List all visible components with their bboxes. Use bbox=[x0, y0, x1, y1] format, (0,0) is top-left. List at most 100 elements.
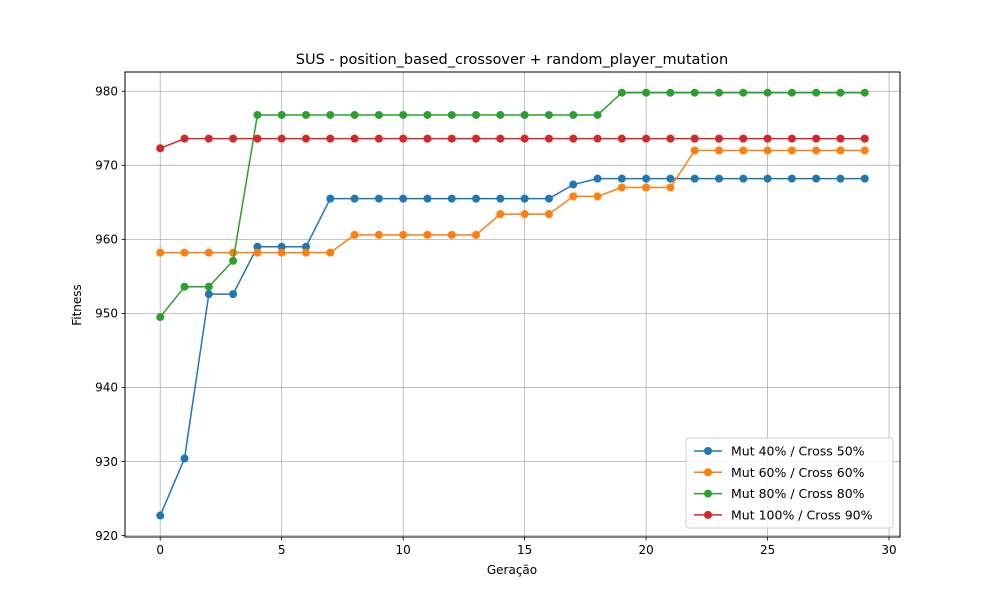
y-axis-label: Fitness bbox=[70, 284, 84, 326]
data-point bbox=[860, 146, 869, 155]
data-point bbox=[593, 192, 602, 201]
data-point bbox=[666, 134, 675, 143]
data-point bbox=[350, 194, 359, 203]
data-point bbox=[544, 110, 553, 119]
plot-frame bbox=[124, 71, 901, 538]
data-point bbox=[399, 194, 408, 203]
data-point bbox=[277, 110, 286, 119]
y-tick-label: 920 bbox=[95, 529, 118, 543]
series-4 bbox=[156, 134, 869, 153]
legend-item: Mut 80% / Cross 80% bbox=[694, 486, 865, 501]
x-axis-label: Geração bbox=[487, 563, 537, 577]
data-point bbox=[204, 282, 213, 291]
data-point bbox=[569, 110, 578, 119]
legend-item: Mut 40% / Cross 50% bbox=[694, 444, 865, 459]
data-point bbox=[447, 134, 456, 143]
data-point bbox=[496, 194, 505, 203]
data-point bbox=[180, 248, 189, 257]
data-point bbox=[763, 174, 772, 183]
data-point bbox=[156, 248, 165, 257]
data-point bbox=[423, 134, 432, 143]
legend-item: Mut 100% / Cross 90% bbox=[694, 507, 873, 522]
series-2 bbox=[156, 146, 869, 257]
data-point bbox=[787, 134, 796, 143]
legend-label: Mut 60% / Cross 60% bbox=[731, 465, 865, 480]
data-point bbox=[787, 88, 796, 97]
data-point bbox=[787, 146, 796, 155]
series-lines bbox=[156, 88, 869, 520]
data-point bbox=[520, 210, 529, 219]
data-point bbox=[520, 134, 529, 143]
data-point bbox=[229, 248, 238, 257]
data-point bbox=[812, 146, 821, 155]
series-line bbox=[159, 177, 865, 516]
data-point bbox=[253, 134, 262, 143]
data-point bbox=[593, 174, 602, 183]
data-point bbox=[423, 110, 432, 119]
data-point bbox=[302, 248, 310, 257]
data-point bbox=[229, 290, 238, 299]
data-point bbox=[593, 110, 602, 119]
data-point bbox=[326, 110, 335, 119]
data-point bbox=[715, 134, 723, 143]
data-point bbox=[739, 88, 748, 97]
data-point bbox=[156, 313, 165, 322]
y-tick-label: 980 bbox=[95, 85, 118, 99]
data-point bbox=[569, 180, 578, 189]
data-point bbox=[739, 174, 748, 183]
data-point bbox=[472, 230, 481, 239]
y-tick-label: 940 bbox=[95, 381, 118, 395]
data-point bbox=[302, 110, 310, 119]
series-line bbox=[160, 149, 865, 254]
data-point bbox=[860, 134, 869, 143]
data-point bbox=[642, 174, 651, 183]
data-point bbox=[472, 194, 481, 203]
data-point bbox=[326, 248, 335, 257]
legend-marker bbox=[704, 510, 712, 519]
data-point bbox=[472, 110, 481, 119]
data-point bbox=[812, 174, 821, 183]
data-point bbox=[326, 194, 335, 203]
data-point bbox=[836, 88, 845, 97]
data-point bbox=[302, 242, 310, 251]
x-tick-label: 30 bbox=[881, 543, 896, 557]
data-point bbox=[666, 183, 675, 192]
data-point bbox=[544, 134, 553, 143]
legend-label: Mut 100% / Cross 90% bbox=[731, 507, 873, 522]
data-point bbox=[787, 174, 796, 183]
series-1 bbox=[156, 174, 869, 520]
data-point bbox=[836, 174, 845, 183]
data-point bbox=[423, 194, 432, 203]
data-point bbox=[253, 110, 262, 119]
data-point bbox=[496, 134, 505, 143]
data-point bbox=[690, 88, 699, 97]
x-tick-label: 25 bbox=[760, 543, 775, 557]
data-point bbox=[229, 256, 238, 265]
data-point bbox=[666, 174, 675, 183]
x-tick-label: 20 bbox=[638, 543, 653, 557]
data-point bbox=[374, 194, 383, 203]
data-point bbox=[690, 146, 699, 155]
data-point bbox=[617, 134, 626, 143]
y-tick-label: 930 bbox=[95, 455, 118, 469]
data-point bbox=[350, 134, 359, 143]
data-point bbox=[496, 210, 505, 219]
data-point bbox=[860, 174, 869, 183]
data-point bbox=[763, 88, 772, 97]
data-point bbox=[544, 210, 553, 219]
data-point bbox=[180, 134, 189, 143]
series-line bbox=[159, 91, 865, 318]
data-point bbox=[447, 194, 456, 203]
data-point bbox=[836, 134, 845, 143]
data-point bbox=[617, 88, 626, 97]
data-point bbox=[447, 230, 456, 239]
data-point bbox=[569, 192, 578, 201]
data-point bbox=[204, 248, 213, 257]
data-point bbox=[836, 146, 845, 155]
legend-label: Mut 40% / Cross 50% bbox=[731, 444, 865, 459]
data-point bbox=[812, 88, 821, 97]
data-point bbox=[350, 110, 359, 119]
data-point bbox=[544, 194, 553, 203]
